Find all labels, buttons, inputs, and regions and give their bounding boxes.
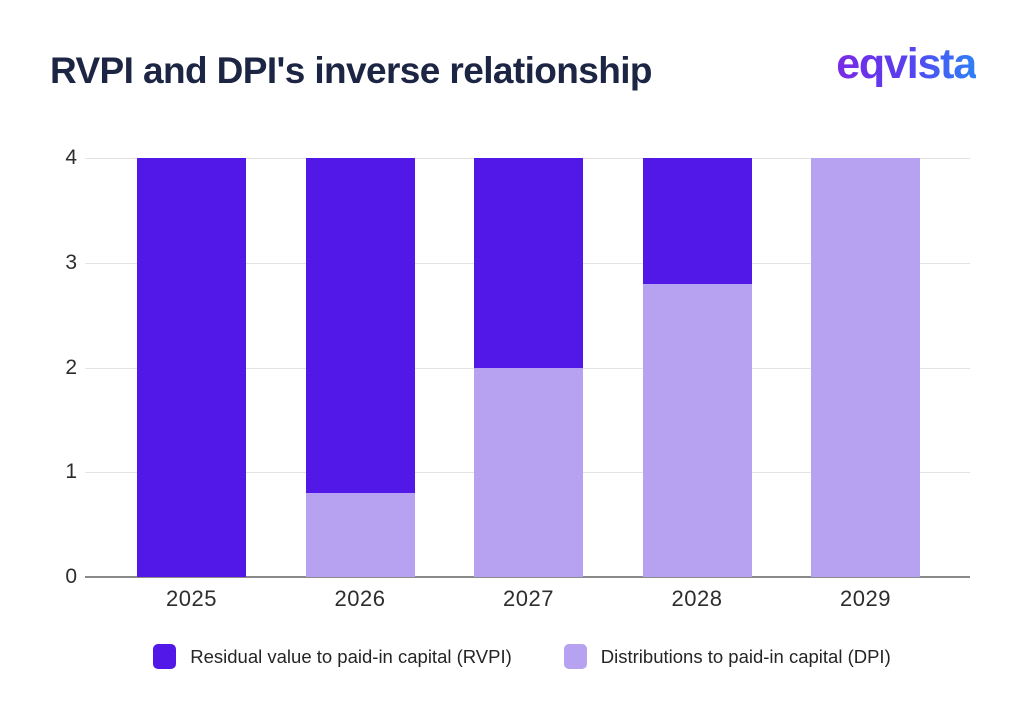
y-tick-label-3: 3	[65, 250, 77, 274]
legend-item-dpi: Distributions to paid-in capital (DPI)	[563, 644, 891, 669]
x-axis-line	[85, 576, 970, 578]
x-tick-label-2028: 2028	[671, 586, 723, 611]
bar-2029	[811, 158, 920, 577]
bar-2027	[474, 158, 583, 577]
plot-area	[85, 158, 970, 578]
bar-2029-segment-dpi	[811, 158, 920, 577]
x-tick-label-2026: 2026	[334, 586, 386, 611]
bar-2025-segment-rvpi	[137, 158, 246, 577]
chart-legend: Residual value to paid-in capital (RVPI)…	[0, 644, 1024, 669]
legend-item-rvpi: Residual value to paid-in capital (RVPI)	[153, 644, 512, 669]
eqvista-logo: eqvista	[836, 40, 977, 88]
bar-2026-segment-dpi	[305, 493, 415, 577]
bar-2025	[137, 158, 246, 577]
y-tick-label-4: 4	[65, 146, 77, 169]
bar-2027-segment-rvpi	[474, 158, 583, 368]
bar-2028-segment-dpi	[642, 283, 752, 577]
bar-2026	[305, 158, 415, 577]
x-tick-label-2029: 2029	[840, 586, 891, 611]
legend-swatch-dpi	[563, 644, 587, 669]
bar-2027-segment-dpi	[474, 367, 583, 577]
page-title: RVPI and DPI's inverse relationship	[50, 50, 653, 91]
y-tick-label-1: 1	[65, 460, 77, 484]
bar-2026-segment-rvpi	[305, 158, 415, 494]
legend-label-rvpi: Residual value to paid-in capital (RVPI)	[190, 645, 512, 667]
x-tick-label-2027: 2027	[503, 586, 554, 611]
bar-2028-segment-rvpi	[642, 158, 752, 284]
bar-2028	[642, 158, 752, 577]
legend-label-dpi: Distributions to paid-in capital (DPI)	[600, 645, 891, 667]
legend-swatch-rvpi	[153, 644, 177, 669]
x-tick-label-2025: 2025	[166, 586, 217, 611]
y-tick-label-2: 2	[65, 355, 77, 379]
y-tick-label-0: 0	[65, 565, 77, 588]
